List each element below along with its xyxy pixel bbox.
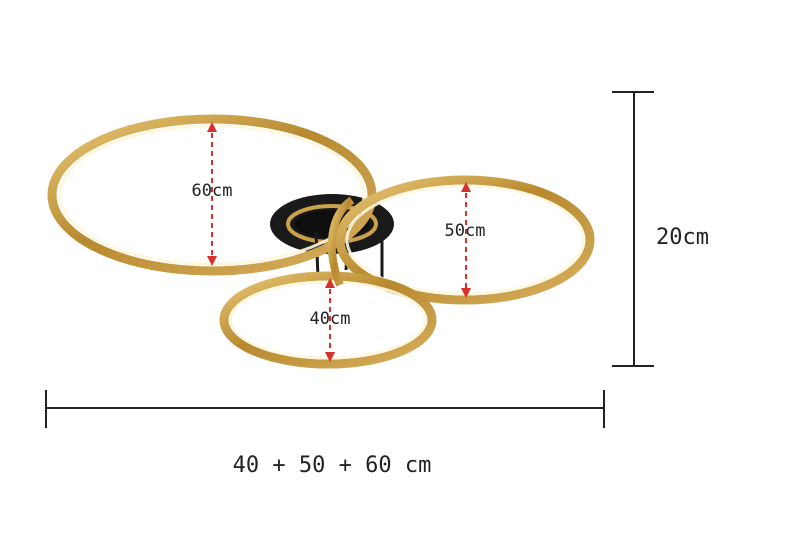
- ring-connector: [327, 196, 355, 287]
- ring-medium-label: 50cm: [445, 221, 486, 241]
- total-width-label: 40 + 50 + 60 cm: [233, 453, 432, 478]
- width-dimension-line: [45, 390, 605, 428]
- ring-small-label: 40cm: [310, 309, 351, 329]
- ring-large-label: 60cm: [192, 181, 233, 201]
- height-label: 20cm: [656, 225, 709, 250]
- height-dimension-line: [612, 91, 654, 367]
